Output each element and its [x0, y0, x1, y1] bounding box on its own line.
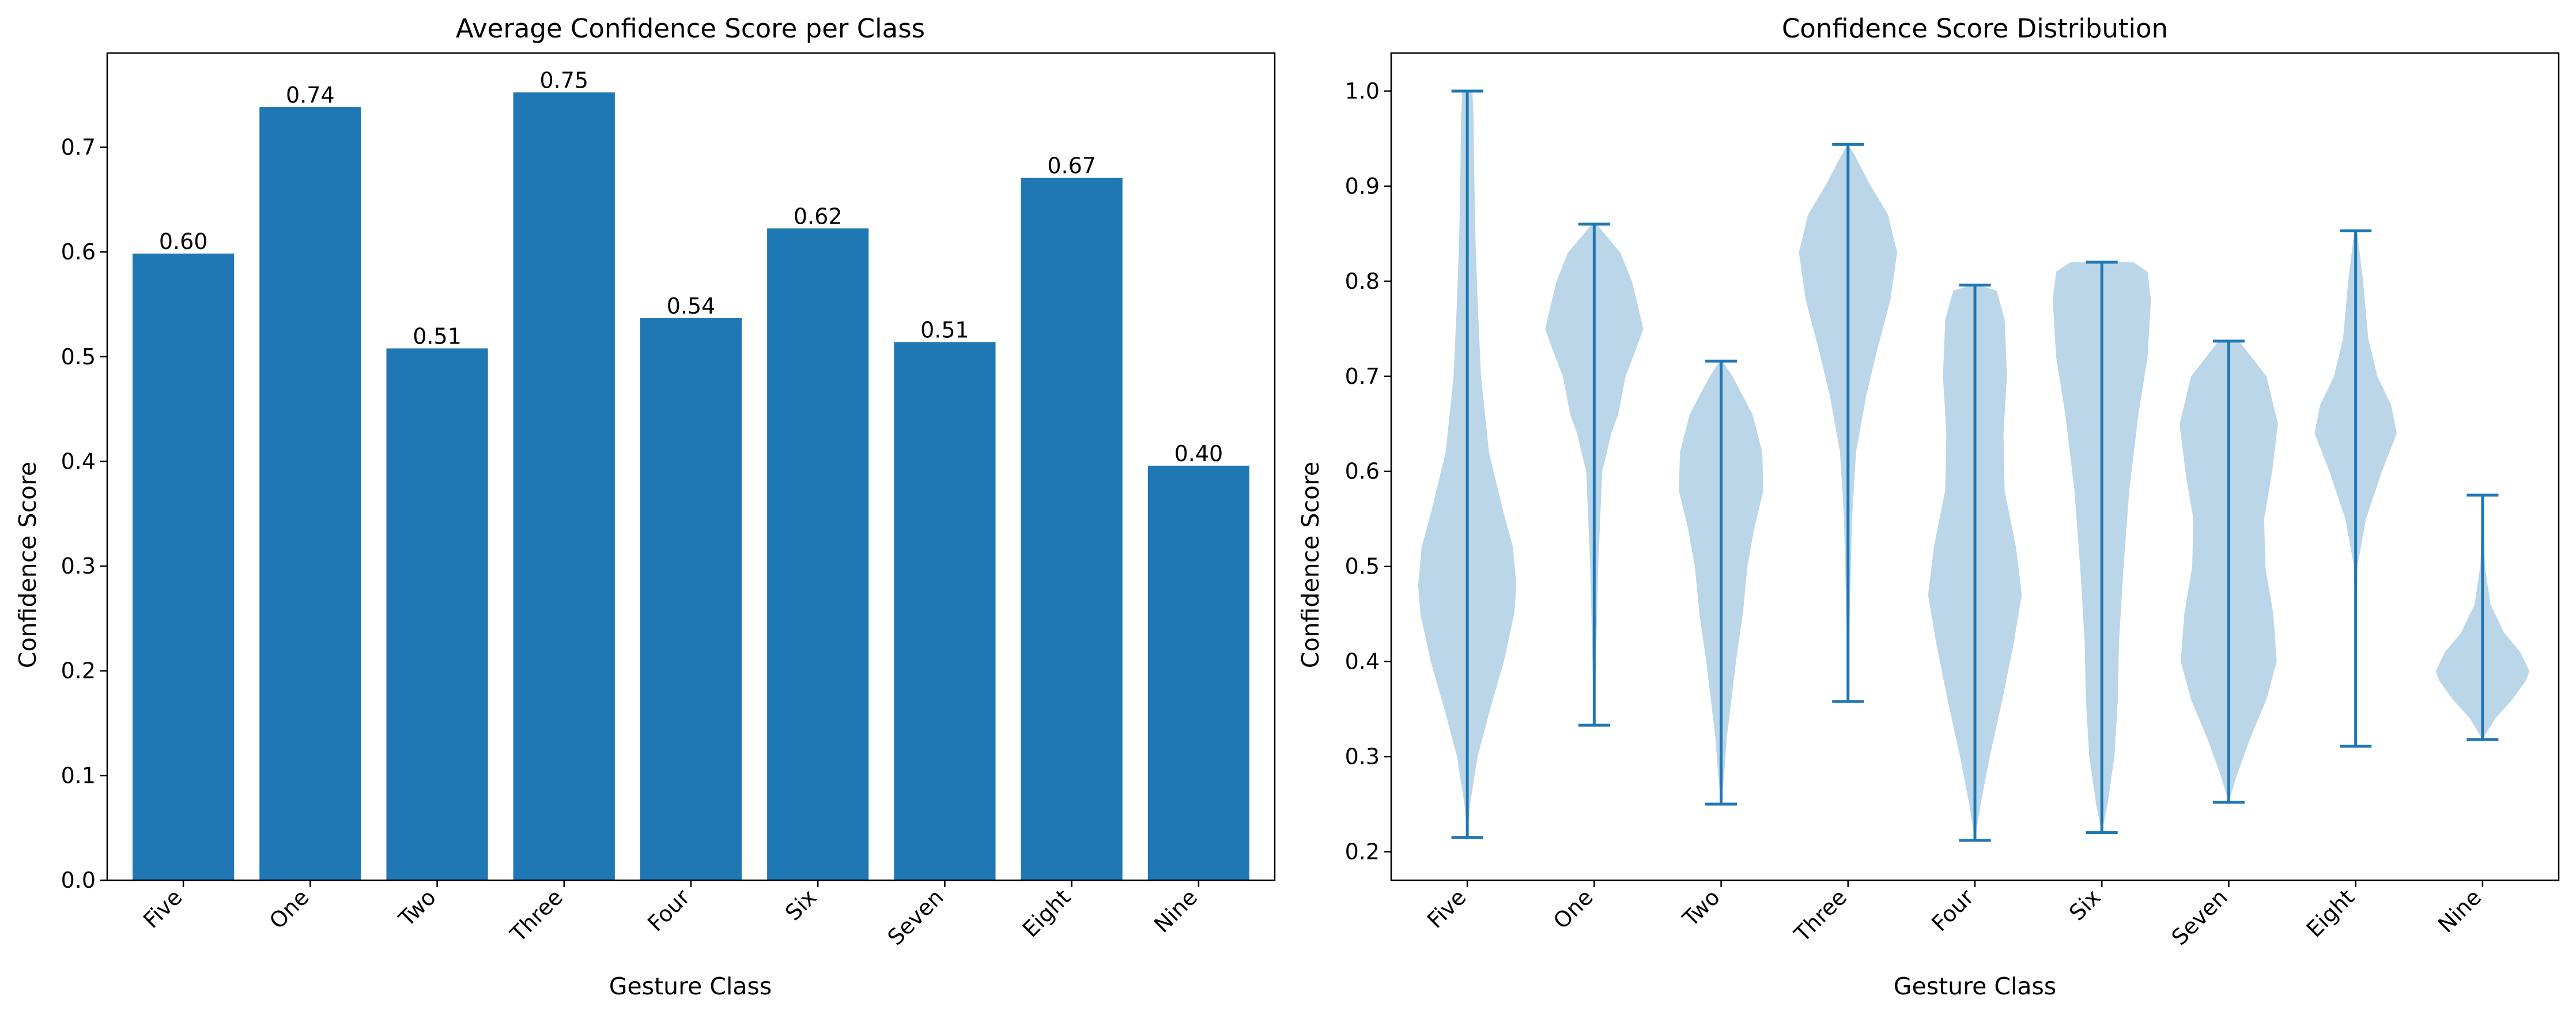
bar-chart-frame [106, 52, 1276, 881]
bar-chart-title: Average Confidence Score per Class [456, 13, 925, 44]
bar-chart-ytick-label: 0.5 [61, 344, 96, 370]
bar-chart-xtick-label: One [265, 884, 314, 934]
bar-chart-ytick-label: 0.6 [61, 239, 96, 265]
violin-chart: Confidence Score Distribution Gesture Cl… [1297, 13, 2560, 1000]
bar-data-label: 0.67 [1047, 153, 1096, 179]
violin-chart-xtick-label: Nine [2433, 884, 2486, 937]
bar-chart-xtick-label: Three [505, 884, 568, 947]
bar-data-label: 0.54 [667, 293, 716, 319]
violin-chart-xtick-label: Four [1927, 884, 1978, 936]
bar [1147, 465, 1249, 880]
violin-chart-xtick-label: Seven [2167, 884, 2233, 950]
violin-chart-ytick-label: 0.7 [1345, 364, 1380, 389]
bar-chart-ytick-label: 0.7 [61, 134, 96, 160]
violin-chart-xtick-label: Two [1678, 884, 1725, 932]
violin-chart-xtick-label: Three [1789, 884, 1852, 947]
violin-chart-frame [1390, 52, 2560, 881]
bar-chart-xtick-label: Five [138, 884, 187, 933]
bar [1021, 178, 1123, 881]
bar-chart-xtick-label: Two [394, 884, 441, 932]
violin-chart-xtick-label: One [1548, 884, 1598, 934]
bar-chart-ytick-label: 0.3 [61, 553, 96, 579]
violin-chart-title: Confidence Score Distribution [1782, 13, 2168, 44]
bar-chart-ytick-label: 0.2 [61, 658, 96, 684]
bar-chart: Average Confidence Score per Class Gestu… [14, 13, 1276, 1000]
violin-chart-ytick-label: 0.6 [1345, 459, 1380, 484]
bar [259, 107, 361, 880]
bar-chart-xtick-label: Eight [1018, 884, 1075, 942]
violin-chart-xlabel: Gesture Class [1894, 972, 2057, 1000]
violin-chart-ytick-label: 0.3 [1345, 744, 1380, 770]
bar-data-label: 0.40 [1174, 441, 1223, 466]
violin-chart-ytick-label: 1.0 [1345, 78, 1380, 104]
bar-chart-ylabel: Confidence Score [14, 462, 41, 668]
violin-chart-xtick-label: Eight [2302, 884, 2359, 942]
bar-data-label: 0.62 [794, 203, 843, 229]
bar [133, 253, 235, 880]
violin-chart-ylabel: Confidence Score [1297, 462, 1324, 668]
bar [767, 228, 869, 880]
bar-chart-xtick-label: Four [643, 884, 694, 936]
violin-chart-xtick-label: Five [1422, 884, 1471, 933]
bar [640, 318, 742, 880]
bar-data-label: 0.75 [539, 67, 588, 93]
violin-chart-ytick-label: 0.5 [1345, 554, 1380, 579]
violin-chart-ytick-label: 0.4 [1345, 649, 1380, 674]
bar-chart-xlabel: Gesture Class [609, 972, 772, 1000]
bar [386, 348, 488, 880]
violin-chart-ytick-label: 0.2 [1345, 839, 1380, 865]
bar [513, 92, 615, 881]
bar-chart-ytick-label: 0.4 [61, 448, 96, 474]
violin-chart-xtick-label: Six [2064, 884, 2106, 926]
violin-chart-ytick-label: 0.9 [1345, 174, 1380, 199]
bar-chart-ytick-label: 0.1 [61, 763, 96, 788]
bar-data-label: 0.51 [413, 323, 462, 349]
bar-chart-xtick-label: Six [780, 884, 822, 926]
violin-chart-ytick-label: 0.8 [1345, 269, 1380, 294]
bar [894, 342, 996, 880]
bar-chart-ytick-label: 0.0 [61, 868, 96, 893]
bar-data-label: 0.60 [159, 229, 208, 254]
bar-data-label: 0.51 [920, 317, 969, 342]
bar-chart-xtick-label: Seven [883, 884, 949, 950]
bar-data-label: 0.74 [286, 82, 335, 108]
bar-chart-xtick-label: Nine [1149, 884, 1202, 937]
